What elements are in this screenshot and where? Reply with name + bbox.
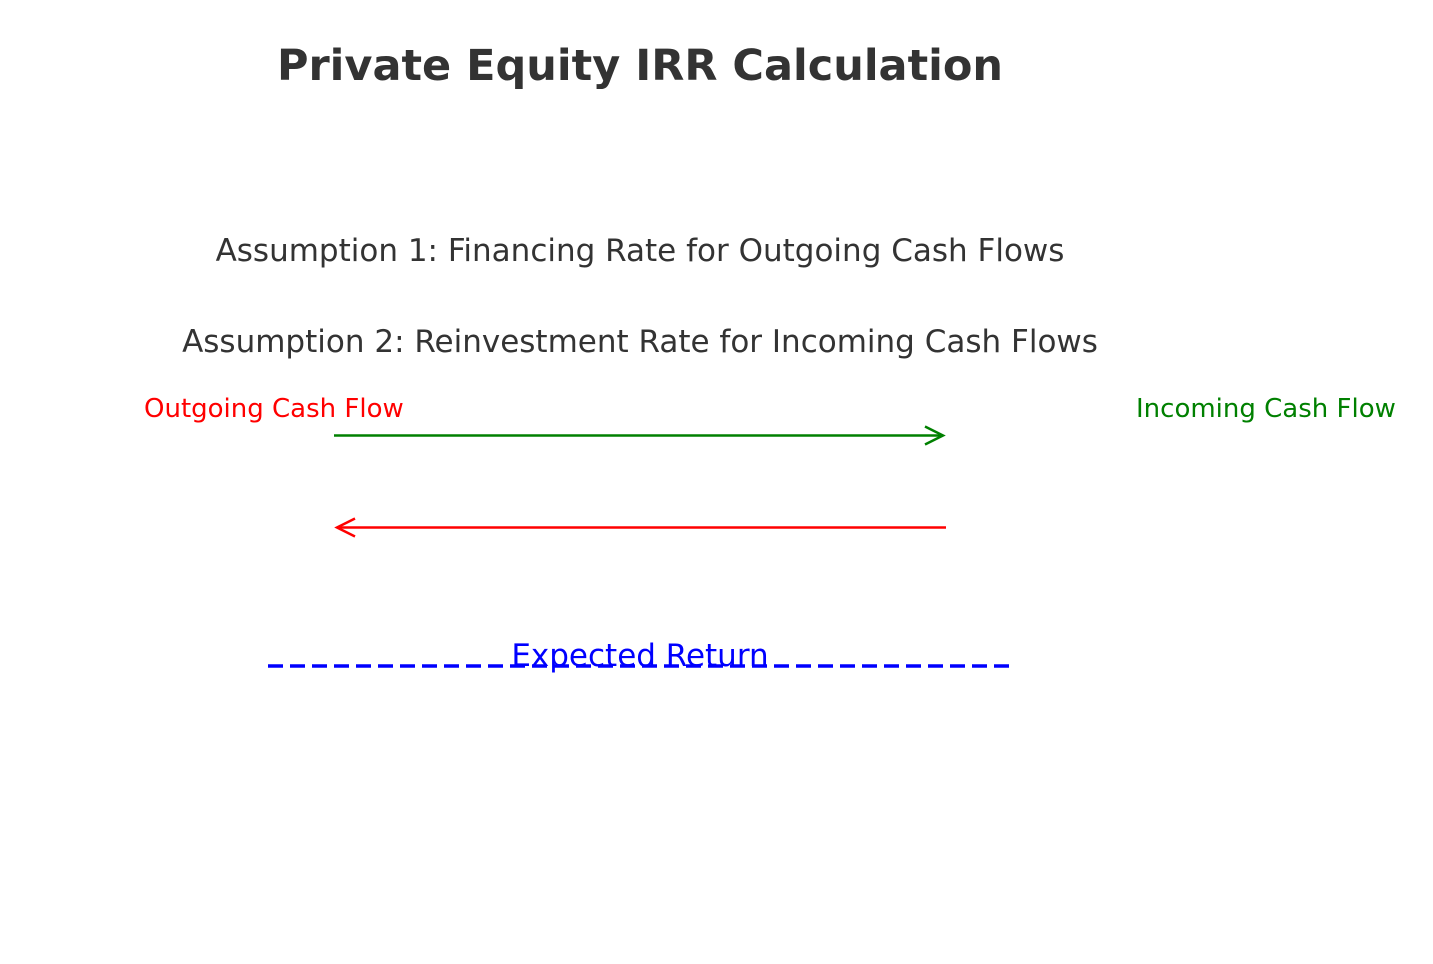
diagram-title: Private Equity IRR Calculation	[276, 41, 1004, 91]
incoming-cash-flow-label: Incoming Cash Flow	[1136, 394, 1396, 424]
outgoing-flow-arrow	[334, 517, 946, 538]
outgoing-cash-flow-label: Outgoing Cash Flow	[144, 394, 404, 424]
assumption-1-text: Assumption 1: Financing Rate for Outgoin…	[215, 233, 1065, 269]
expected-return-label: Expected Return	[511, 638, 769, 674]
assumption-2-text: Assumption 2: Reinvestment Rate for Inco…	[182, 324, 1098, 360]
incoming-flow-arrow	[334, 425, 946, 446]
